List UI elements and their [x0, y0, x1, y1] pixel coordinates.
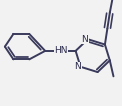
Text: N: N: [74, 62, 81, 71]
Text: N: N: [81, 35, 88, 44]
Text: HN: HN: [54, 46, 68, 55]
